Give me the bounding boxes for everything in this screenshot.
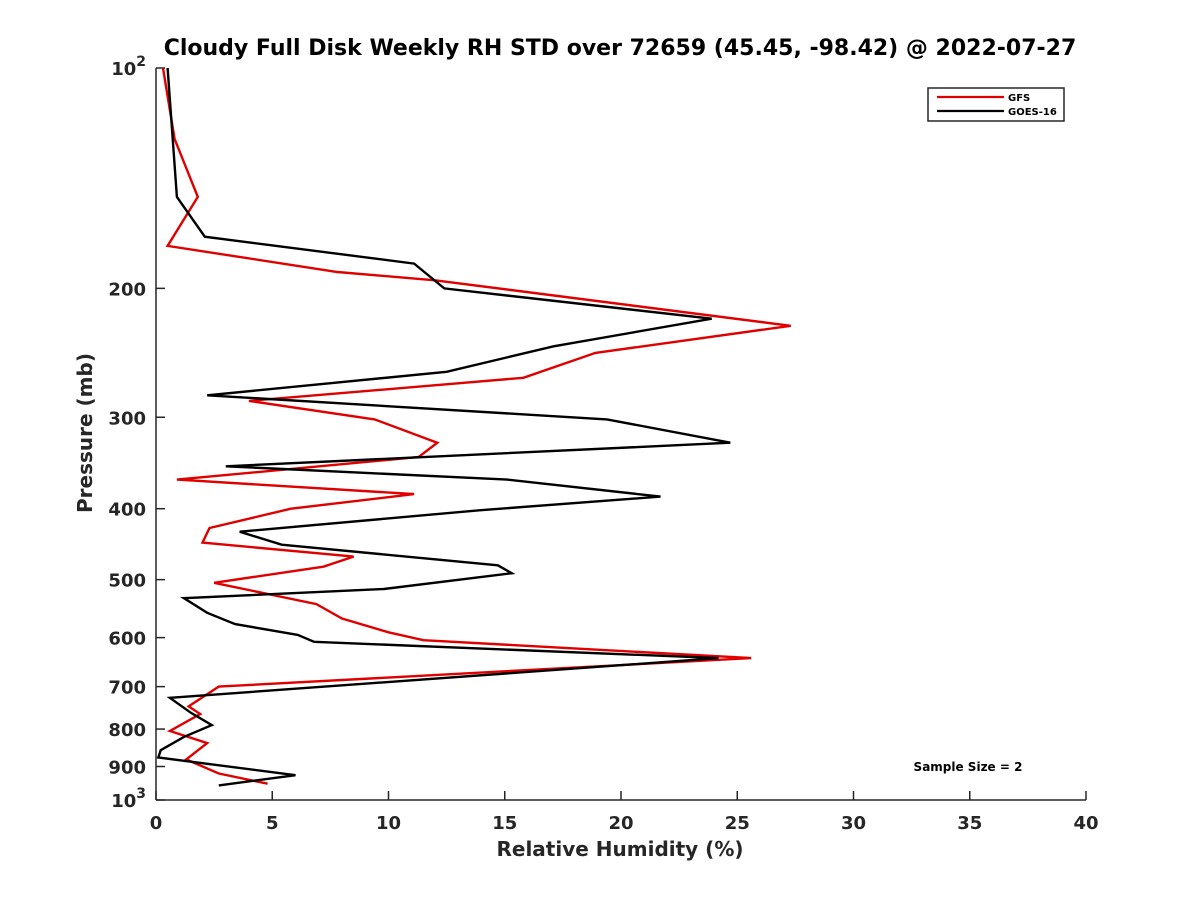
x-tick-label: 10 — [376, 813, 401, 834]
chart-title: Cloudy Full Disk Weekly RH STD over 7265… — [164, 36, 1077, 61]
y-tick-base: 10 — [111, 791, 136, 812]
legend: GFS GOES-16 — [927, 87, 1065, 122]
y-tick-exponent: 2 — [136, 54, 146, 70]
y-tick-label: 600 — [108, 629, 146, 650]
x-axis-ticks: 0 5 10 15 20 25 30 35 40 — [150, 791, 1099, 834]
y-axis-label: Pressure (mb) — [73, 353, 97, 513]
y-tick-label: 300 — [108, 408, 146, 429]
y-tick-label: 700 — [108, 678, 146, 699]
y-tick-label: 800 — [108, 720, 146, 741]
series-line-gfs — [161, 67, 791, 785]
x-tick-label: 20 — [608, 813, 633, 834]
series-line-goes16 — [156, 67, 731, 787]
legend-label-gfs: GFS — [1008, 93, 1030, 104]
legend-label-goes16: GOES-16 — [1008, 107, 1057, 118]
y-tick-exponent: 3 — [136, 786, 146, 802]
x-tick-label: 15 — [492, 813, 517, 834]
legend-box — [927, 87, 1065, 122]
y-tick-label: 400 — [108, 500, 146, 521]
x-tick-label: 0 — [150, 813, 163, 834]
x-axis-label: Relative Humidity (%) — [496, 837, 743, 861]
sample-size-annotation: Sample Size = 2 — [914, 760, 1023, 774]
y-tick-label: 200 — [108, 279, 146, 300]
series-group — [156, 67, 791, 787]
x-tick-label: 25 — [725, 813, 750, 834]
x-tick-label: 5 — [266, 813, 279, 834]
x-tick-label: 40 — [1073, 813, 1098, 834]
y-tick-label: 103 — [111, 786, 146, 812]
y-tick-base: 10 — [111, 59, 136, 80]
y-tick-label: 102 — [111, 54, 146, 80]
x-tick-label: 30 — [841, 813, 866, 834]
x-tick-label: 35 — [957, 813, 982, 834]
y-tick-label: 900 — [108, 758, 146, 779]
y-tick-label: 500 — [108, 571, 146, 592]
